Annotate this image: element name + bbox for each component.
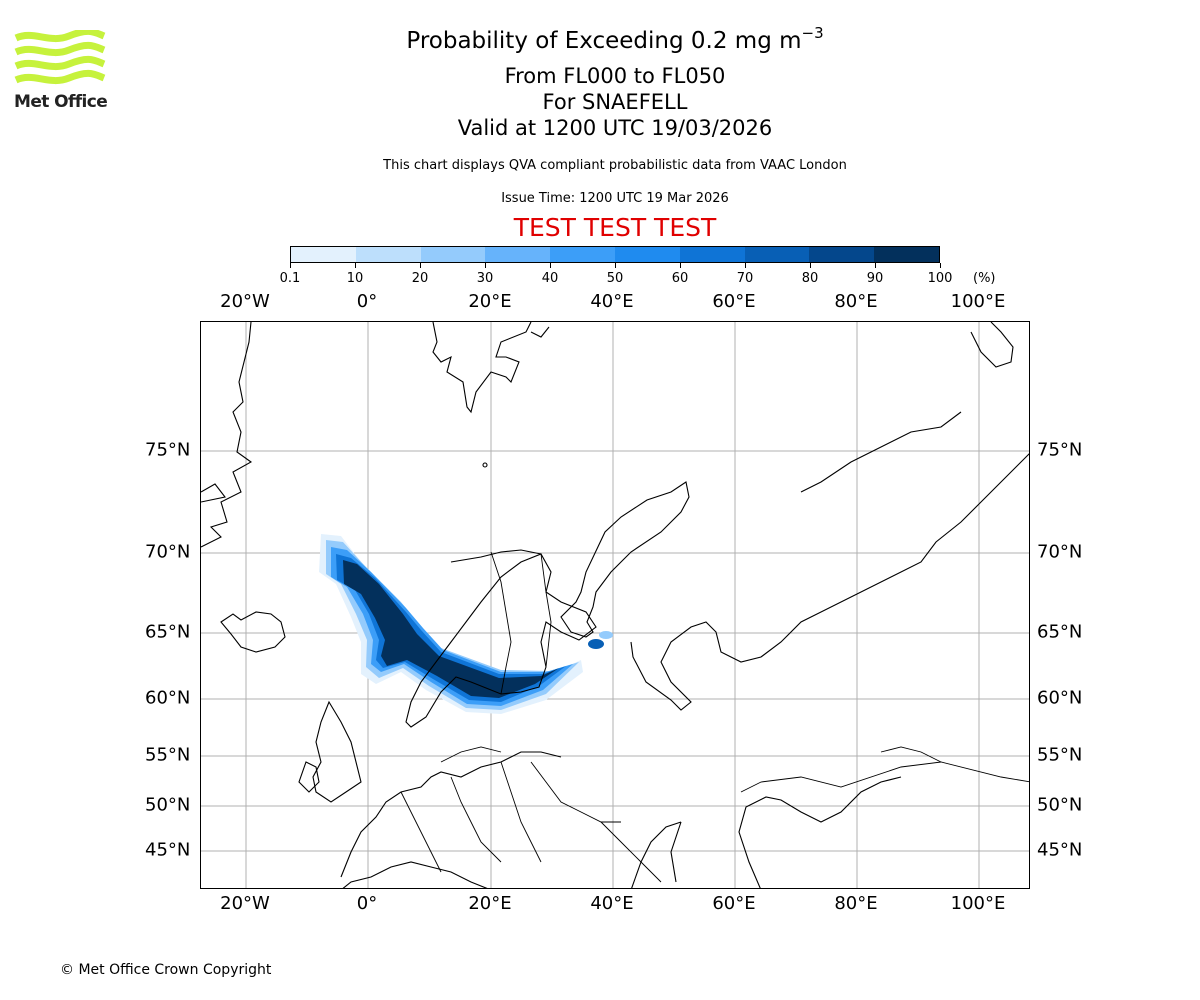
copyright: © Met Office Crown Copyright <box>60 962 272 978</box>
colorbar-segment <box>809 247 875 262</box>
latitude-label: 75°N <box>145 439 191 461</box>
longitude-label: 0° <box>356 893 378 914</box>
colorbar-segment <box>679 247 745 262</box>
latitude-label: 45°N <box>1037 839 1083 861</box>
latitude-label: 65°N <box>1037 621 1083 643</box>
longitude-label: 60°E <box>712 893 756 914</box>
longitude-label: 20°E <box>468 893 512 914</box>
colorbar-tick-label: 100 <box>927 271 953 286</box>
colorbar-segment <box>355 247 421 262</box>
longitude-label: 20°E <box>468 291 512 312</box>
latitude-label: 70°N <box>145 541 191 563</box>
description: This chart displays QVA compliant probab… <box>383 158 847 173</box>
country-borders <box>400 551 1029 883</box>
title-main: Probability of Exceeding 0.2 mg m <box>406 28 802 54</box>
colorbar-tick <box>940 263 941 268</box>
colorbar-tick <box>485 263 486 268</box>
latitude-label: 60°N <box>1037 687 1083 709</box>
ash-plume <box>319 534 613 714</box>
colorbar-tick-label: 40 <box>541 271 559 286</box>
colorbar-tick-label: 20 <box>411 271 429 286</box>
latitude-label: 60°N <box>145 687 191 709</box>
latitude-label: 45°N <box>145 839 191 861</box>
colorbar-segment <box>874 247 939 262</box>
level-range: From FL000 to FL050 <box>504 64 726 88</box>
longitude-label: 100°E <box>950 291 1006 312</box>
met-office-waves-icon <box>14 27 106 85</box>
map-panel[interactable] <box>200 321 1030 889</box>
chart-title: Probability of Exceeding 0.2 mg m−3 <box>0 26 1200 55</box>
longitude-label: 80°E <box>834 291 878 312</box>
colorbar-tick-label: 30 <box>476 271 494 286</box>
title-superscript: −3 <box>801 24 824 42</box>
colorbar-tick-label: 50 <box>606 271 624 286</box>
colorbar-segment <box>485 247 551 262</box>
colorbar-tick <box>290 263 291 268</box>
colorbar-segment <box>420 247 486 262</box>
longitude-label: 40°E <box>590 893 634 914</box>
volcano-name: For SNAEFELL <box>542 90 688 114</box>
latitude-label: 55°N <box>145 744 191 766</box>
colorbar-segment <box>614 247 680 262</box>
issue-time: Issue Time: 1200 UTC 19 Mar 2026 <box>501 191 729 206</box>
colorbar-tick-label: 70 <box>736 271 754 286</box>
longitude-label: 80°E <box>834 893 878 914</box>
colorbar-tick <box>810 263 811 268</box>
latitude-label: 55°N <box>1037 744 1083 766</box>
colorbar-tick <box>615 263 616 268</box>
valid-time: Valid at 1200 UTC 19/03/2026 <box>457 116 773 140</box>
latitude-label: 70°N <box>1037 541 1083 563</box>
met-office-logo: Met Office <box>14 27 108 112</box>
longitude-label: 60°E <box>712 291 756 312</box>
latitude-label: 75°N <box>1037 439 1083 461</box>
colorbar-tick-label: 60 <box>671 271 689 286</box>
longitude-label: 20°W <box>220 291 270 312</box>
coastlines <box>201 322 1029 888</box>
colorbar <box>290 246 940 263</box>
colorbar-segment <box>550 247 615 262</box>
colorbar-tick <box>550 263 551 268</box>
colorbar-tick <box>355 263 356 268</box>
colorbar-tick-label: 80 <box>801 271 819 286</box>
gridlines <box>201 322 1029 888</box>
logo-text: Met Office <box>14 92 108 112</box>
colorbar-tick-label: 90 <box>866 271 884 286</box>
colorbar-segment <box>744 247 810 262</box>
colorbar-tick <box>680 263 681 268</box>
longitude-label: 100°E <box>950 893 1006 914</box>
colorbar-tick-label: 0.1 <box>279 271 301 286</box>
test-banner: TEST TEST TEST <box>513 213 717 242</box>
longitude-label: 40°E <box>590 291 634 312</box>
longitude-label: 20°W <box>220 893 270 914</box>
colorbar-tick <box>745 263 746 268</box>
latitude-label: 65°N <box>145 621 191 643</box>
colorbar-unit: (%) <box>973 271 996 286</box>
latitude-label: 50°N <box>1037 794 1083 816</box>
colorbar-tick <box>420 263 421 268</box>
colorbar-tick-label: 10 <box>346 271 364 286</box>
longitude-label: 0° <box>356 291 378 312</box>
latitude-label: 50°N <box>145 794 191 816</box>
colorbar-tick <box>875 263 876 268</box>
colorbar-segment <box>291 247 356 262</box>
map-canvas <box>201 322 1029 888</box>
